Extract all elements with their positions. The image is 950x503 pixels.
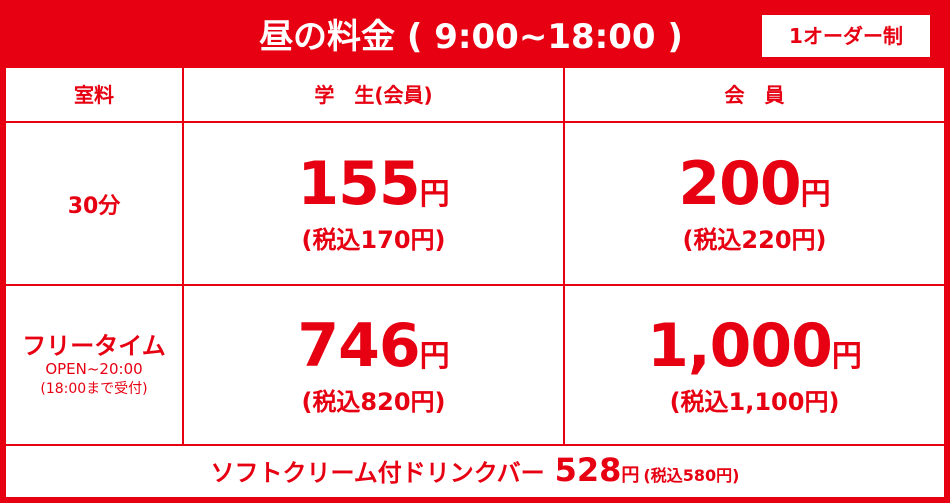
tax-price: (税込170円) <box>301 226 446 254</box>
unit: 円 <box>419 177 450 212</box>
price-cell: 200円 (税込220円) <box>565 123 944 284</box>
price-cell: 746円 (税込820円) <box>184 286 563 444</box>
price: 746 <box>297 310 420 381</box>
divider <box>6 121 944 123</box>
row-label: 30分 <box>6 123 182 284</box>
tax-price: (税込220円) <box>682 226 827 254</box>
price: 155 <box>297 149 420 219</box>
divider <box>182 68 184 445</box>
row-note: (18:00まで受付) <box>40 381 148 397</box>
price: 200 <box>678 149 801 219</box>
footer-price: 528 <box>554 451 622 489</box>
divider <box>6 444 944 446</box>
column-header: 学 生(会員) <box>314 83 433 107</box>
row-name: フリータイム <box>22 332 166 360</box>
divider <box>6 284 944 286</box>
unit: 円 <box>800 177 831 212</box>
row-label: フリータイム OPEN~20:00 (18:00まで受付) <box>6 286 182 444</box>
column-header: 会 員 <box>724 83 785 107</box>
tax-price: (税込1,100円) <box>669 387 840 416</box>
price-cell: 1,000円 (税込1,100円) <box>565 286 944 444</box>
header-band: 昼の料金 ( 9:00~18:00 ) 1オーダー制 <box>6 6 944 68</box>
footer-unit: 円 <box>621 465 640 486</box>
divider <box>563 68 565 445</box>
column-header: 室料 <box>74 83 114 107</box>
footer: ソフトクリーム付ドリンクバー 528 円 (税込580円) <box>6 445 944 497</box>
footer-tax: (税込580円) <box>643 466 740 485</box>
unit: 円 <box>831 338 862 374</box>
row-note: OPEN~20:00 <box>45 360 143 378</box>
price: 1,000 <box>647 310 833 381</box>
footer-item: ソフトクリーム付ドリンクバー <box>210 459 545 487</box>
row-name: 30分 <box>67 193 121 219</box>
title: 昼の料金 ( 9:00~18:00 ) <box>259 17 683 57</box>
tax-price: (税込820円) <box>301 387 446 416</box>
price-cell: 155円 (税込170円) <box>184 123 563 284</box>
badge: 1オーダー制 <box>762 15 930 57</box>
unit: 円 <box>419 338 450 374</box>
